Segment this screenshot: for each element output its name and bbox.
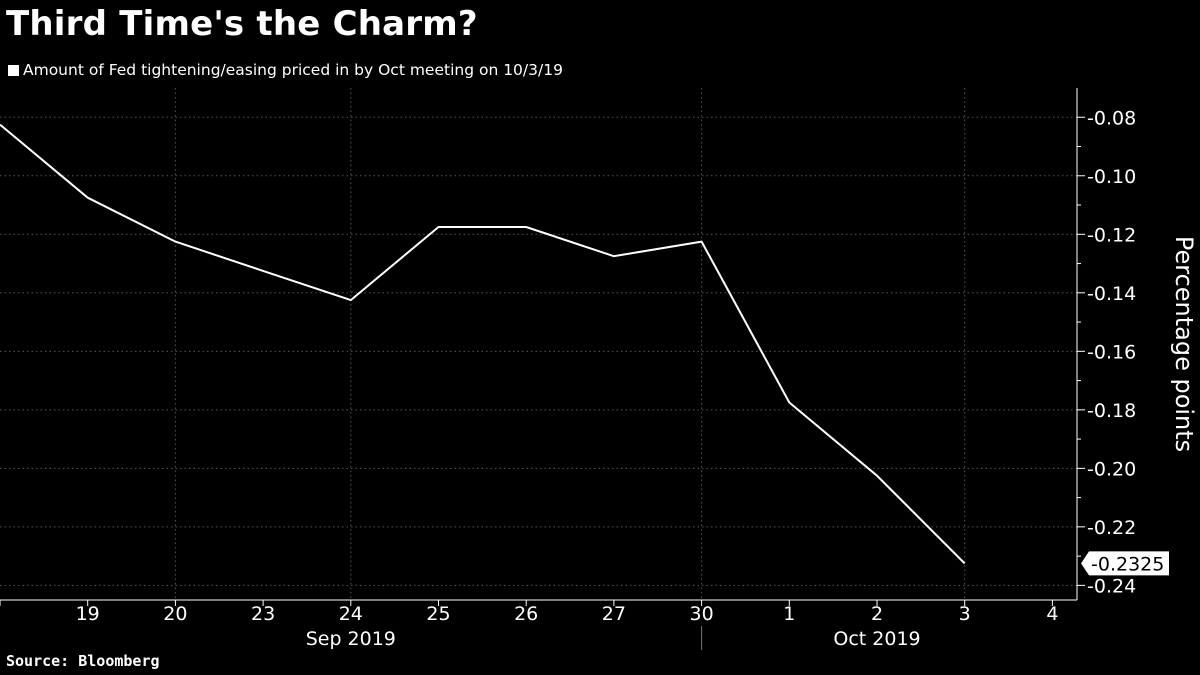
x-tick-label: 19 — [76, 603, 100, 625]
y-tick-label: -0.14 — [1087, 283, 1136, 305]
last-value-callout — [1081, 551, 1169, 576]
x-tick-label: 3 — [959, 603, 971, 625]
series-line — [0, 123, 966, 565]
x-tick-label: 25 — [426, 603, 450, 625]
x-tick-label: 30 — [690, 603, 714, 625]
series-layer — [0, 123, 966, 565]
grid-layer — [0, 88, 1077, 600]
y-tick-label: -0.20 — [1087, 458, 1136, 480]
x-tick-label: 24 — [339, 603, 363, 625]
y-tick-label: -0.18 — [1087, 400, 1136, 422]
source-note: Source: Bloomberg — [6, 652, 160, 670]
axis-layer: -0.08 -0.10 -0.12 -0.14 -0.16 -0.18 -0.20 -0.22… — [0, 88, 1198, 650]
legend: Amount of Fed tightening/easing priced i… — [8, 61, 563, 79]
x-tick-label: 23 — [251, 603, 275, 625]
y-tick-label: -0.24 — [1087, 575, 1136, 597]
legend-swatch — [8, 64, 19, 76]
label-layer: -0.2325 — [1081, 551, 1169, 576]
x-tick-label: 26 — [514, 603, 538, 625]
chart-title: Third Time's the Charm? — [6, 4, 478, 44]
y-axis-title: Percentage points — [1170, 236, 1198, 452]
x-tick-label: 4 — [1046, 603, 1058, 625]
y-tick-label: -0.16 — [1087, 341, 1136, 363]
y-tick-label: -0.12 — [1087, 224, 1136, 246]
month-label: Sep 2019 — [306, 628, 396, 650]
y-tick-label: -0.10 — [1087, 166, 1136, 188]
x-tick-label: 27 — [602, 603, 626, 625]
x-tick-label: 1 — [783, 603, 795, 625]
last-value-label: -0.2325 — [1091, 553, 1164, 575]
legend-label: Amount of Fed tightening/easing priced i… — [23, 61, 563, 79]
y-tick-label: -0.08 — [1087, 107, 1136, 129]
x-tick-label: 2 — [871, 603, 883, 625]
y-tick-label: -0.22 — [1087, 517, 1136, 539]
x-tick-label: 20 — [163, 603, 187, 625]
month-label: Oct 2019 — [833, 628, 920, 650]
